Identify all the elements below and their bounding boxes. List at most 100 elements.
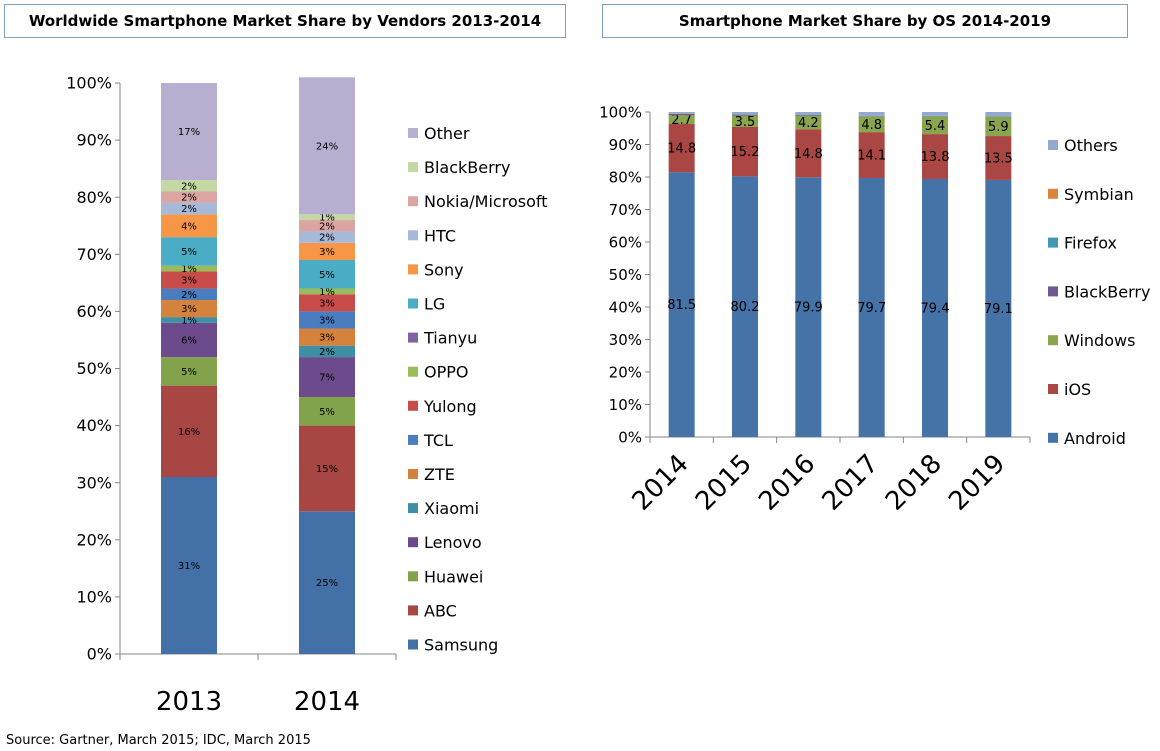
legend-swatch: [408, 537, 418, 548]
data-label: 2%: [319, 221, 335, 232]
data-label: 7%: [319, 373, 335, 384]
data-label: 1%: [181, 264, 197, 275]
data-label: 2%: [319, 233, 335, 244]
bar-segment-abc: [299, 425, 355, 512]
data-label: 15%: [316, 464, 338, 475]
legend-swatch: [408, 162, 418, 173]
data-label: 3%: [319, 298, 335, 309]
legend-swatch: [408, 298, 418, 309]
bar-segment-huawei: [161, 357, 217, 386]
legend-entry: Android: [1064, 429, 1126, 448]
bar-segment-ios: [668, 124, 695, 173]
data-label: 3%: [319, 333, 335, 344]
bar-segment-windows: [985, 116, 1012, 137]
data-label: 5.4: [925, 119, 946, 134]
bar-segment-yulong: [161, 271, 217, 289]
legend-swatch: [408, 196, 418, 207]
legend-entry: ABC: [424, 601, 457, 620]
bar-segment-htc: [299, 231, 355, 243]
bar-segment-android: [858, 177, 885, 437]
bar-segment-xiaomi: [161, 317, 217, 323]
x-tick-label: 2017: [817, 449, 885, 517]
bar-segment-other: [161, 83, 217, 181]
legend-swatch: [1048, 335, 1058, 346]
data-label: 14.1: [857, 149, 886, 164]
bar-segment-blackberry: [732, 114, 758, 116]
y-tick-label: 10%: [76, 588, 112, 607]
legend-swatch: [408, 571, 418, 582]
legend-swatch: [408, 230, 418, 241]
legend-swatch: [408, 332, 418, 343]
data-label: 16%: [178, 427, 200, 438]
vendors-chart-title: Worldwide Smartphone Market Share by Ven…: [4, 4, 566, 38]
bar-segment-abc: [161, 385, 217, 477]
legend-entry: HTC: [424, 226, 456, 245]
legend-swatch: [408, 128, 418, 138]
bar-segment-sony: [299, 242, 355, 261]
bar-segment-android: [732, 176, 758, 437]
legend-entry: BlackBerry: [424, 158, 510, 177]
legend-swatch: [408, 639, 418, 650]
legend-entry: Tianyu: [423, 329, 477, 348]
legend-entry: ZTE: [424, 465, 455, 484]
bar-segment-others: [732, 112, 758, 115]
legend-swatch: [408, 366, 418, 377]
data-label: 3%: [319, 247, 335, 258]
legend-swatch: [408, 469, 418, 479]
y-tick-label: 0%: [618, 428, 642, 446]
bar-segment-android: [795, 177, 822, 437]
legend-swatch: [408, 400, 418, 411]
bar-segment-lg: [161, 237, 217, 266]
data-label: 14.8: [667, 142, 696, 157]
bar-segment-windows: [732, 115, 758, 127]
x-tick-label: 2014: [294, 687, 360, 717]
legend-entry: Huawei: [424, 567, 483, 586]
bar-segment-ios: [858, 132, 885, 178]
data-label: 2%: [181, 204, 197, 215]
legend-entry: Yulong: [423, 397, 477, 416]
bar-segment-other: [299, 77, 355, 215]
y-tick-label: 70%: [609, 201, 642, 219]
legend-swatch: [1048, 237, 1058, 248]
data-label: 5%: [319, 270, 335, 281]
data-label: 2.7: [671, 113, 692, 128]
legend-entry: Lenovo: [424, 533, 482, 552]
bar-segment-oppo: [299, 288, 355, 295]
bar-segment-windows: [795, 115, 822, 130]
bar-segment-yulong: [299, 294, 355, 312]
y-tick-label: 20%: [76, 530, 112, 549]
data-label: 17%: [178, 127, 200, 138]
legend-entry: Samsung: [424, 636, 498, 655]
legend-swatch: [408, 264, 418, 275]
data-label: 4.8: [861, 118, 882, 133]
data-label: 4%: [181, 221, 197, 232]
legend-entry: OPPO: [424, 363, 468, 382]
bar-segment-lenovo: [299, 357, 355, 398]
data-label: 1%: [319, 213, 335, 224]
data-label: 5%: [181, 367, 197, 378]
bar-segment-android: [922, 178, 948, 437]
data-label: 15.2: [731, 145, 760, 160]
bar-segment-lg: [299, 260, 355, 289]
legend-swatch: [408, 503, 418, 514]
legend-swatch: [1048, 432, 1058, 443]
legend-entry: BlackBerry: [1064, 282, 1150, 301]
bar-segment-huawei: [299, 397, 355, 426]
data-label: 3.5: [735, 115, 756, 130]
data-label: 14.8: [794, 147, 823, 162]
data-label: 3%: [181, 275, 197, 286]
source-note: Source: Gartner, March 2015; IDC, March …: [6, 733, 311, 748]
data-label: 4.2: [798, 116, 819, 131]
data-label: 5%: [181, 247, 197, 258]
x-tick-label: 2018: [880, 449, 948, 517]
bar-segment-sony: [161, 214, 217, 238]
legend-swatch: [408, 434, 418, 445]
data-label: 31%: [178, 561, 200, 572]
y-tick-label: 60%: [76, 302, 112, 321]
legend-entry: Firefox: [1064, 234, 1117, 253]
data-label: 5%: [319, 407, 335, 418]
legend-entry: TCL: [423, 431, 453, 450]
y-tick-label: 10%: [609, 396, 642, 414]
y-tick-label: 30%: [76, 473, 112, 492]
